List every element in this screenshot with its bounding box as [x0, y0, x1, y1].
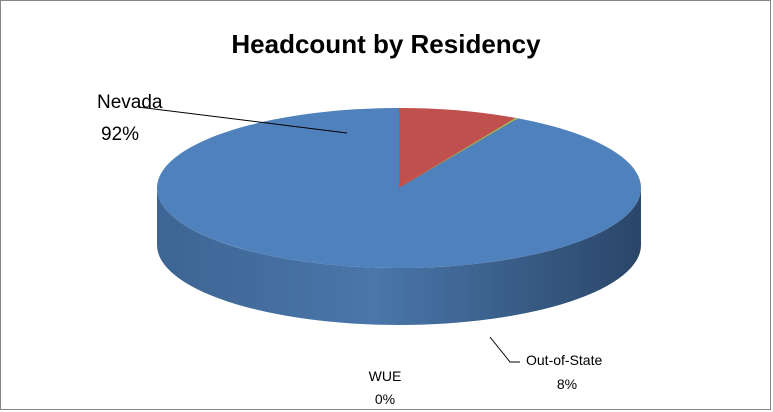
nevada-leader-line	[137, 106, 348, 134]
chart-title: Headcount by Residency	[231, 29, 541, 59]
wue-slice	[399, 117, 519, 188]
wue-label-pct: 0%	[375, 391, 395, 407]
nevada-label-name: Nevada	[97, 92, 163, 113]
out-of-state-leader-line	[489, 336, 520, 363]
nevada-slice	[156, 108, 641, 268]
wue-label-name: WUE	[369, 368, 402, 384]
nevada-label-pct: 92%	[101, 124, 139, 145]
nevada-slice-side	[157, 188, 641, 325]
out-of-state-slice	[399, 108, 516, 188]
out-of-state-label-name: Out-of-State	[526, 352, 602, 368]
pie-slices	[156, 108, 641, 325]
out-of-state-label-pct: 8%	[557, 376, 577, 392]
